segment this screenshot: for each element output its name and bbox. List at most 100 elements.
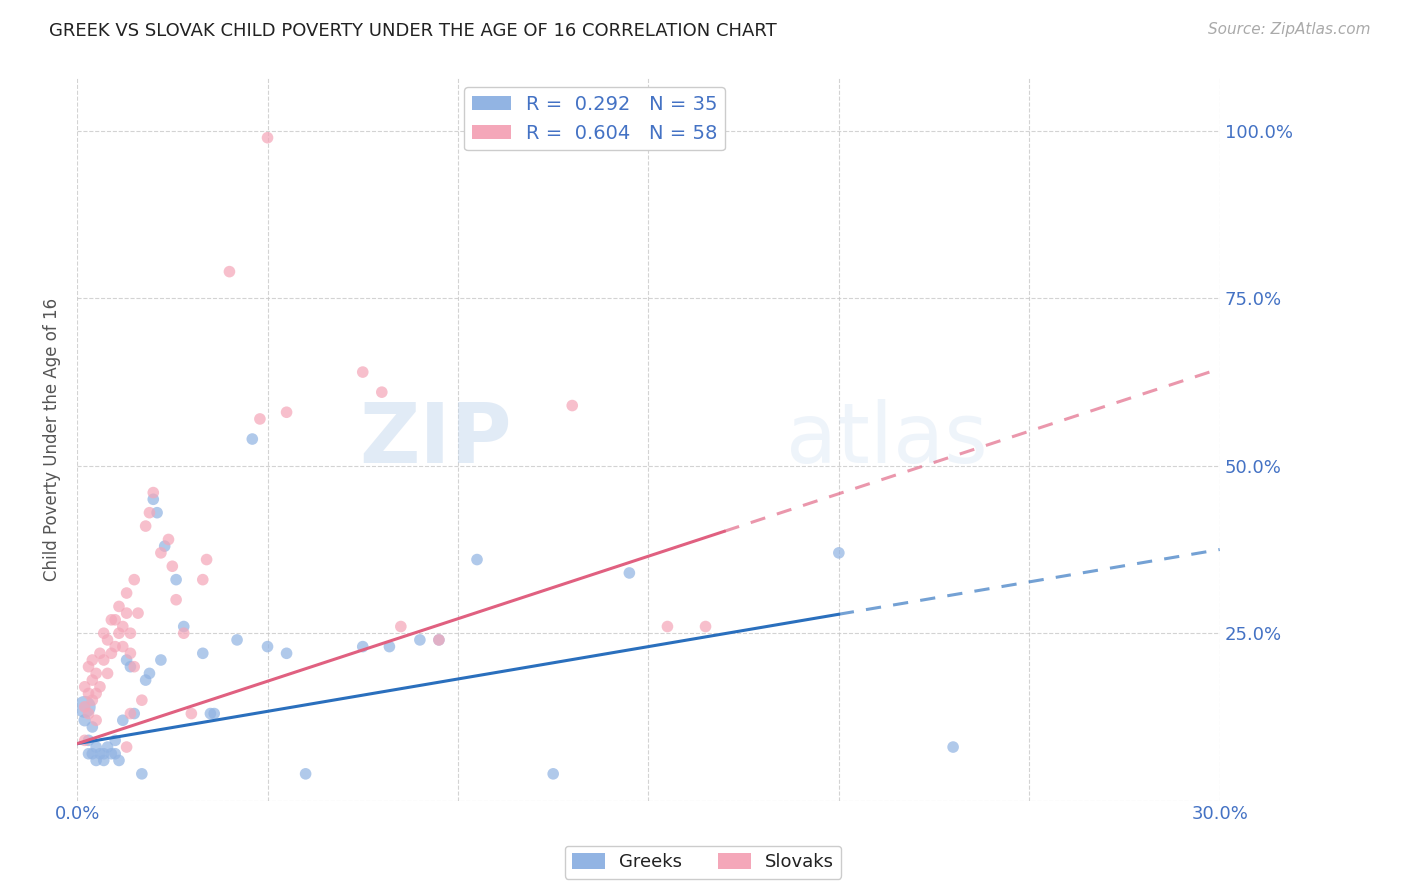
- Point: [131, 693, 153, 707]
- Point: [465, 552, 488, 566]
- Point: [73, 699, 96, 714]
- Point: [142, 485, 165, 500]
- Point: [138, 506, 160, 520]
- Point: [165, 573, 187, 587]
- Text: ZIP: ZIP: [359, 399, 512, 480]
- Point: [111, 619, 134, 633]
- Point: [371, 385, 394, 400]
- Point: [942, 740, 965, 755]
- Point: [149, 546, 172, 560]
- Point: [115, 606, 138, 620]
- Point: [142, 492, 165, 507]
- Point: [108, 626, 131, 640]
- Point: [77, 706, 100, 721]
- Point: [256, 640, 278, 654]
- Point: [165, 592, 187, 607]
- Point: [120, 626, 142, 640]
- Point: [131, 767, 153, 781]
- Text: GREEK VS SLOVAK CHILD POVERTY UNDER THE AGE OF 16 CORRELATION CHART: GREEK VS SLOVAK CHILD POVERTY UNDER THE …: [49, 22, 778, 40]
- Point: [104, 747, 127, 761]
- Point: [108, 599, 131, 614]
- Point: [115, 653, 138, 667]
- Point: [173, 626, 195, 640]
- Point: [240, 432, 263, 446]
- Point: [828, 546, 851, 560]
- Point: [93, 747, 115, 761]
- Y-axis label: Child Poverty Under the Age of 16: Child Poverty Under the Age of 16: [44, 297, 60, 581]
- Point: [695, 619, 717, 633]
- Point: [108, 754, 131, 768]
- Point: [89, 680, 111, 694]
- Point: [100, 646, 122, 660]
- Point: [104, 733, 127, 747]
- Point: [104, 613, 127, 627]
- Point: [120, 659, 142, 673]
- Point: [352, 640, 374, 654]
- Point: [352, 365, 374, 379]
- Point: [97, 740, 120, 755]
- Point: [111, 713, 134, 727]
- Point: [173, 619, 195, 633]
- Point: [276, 405, 298, 419]
- Point: [122, 573, 145, 587]
- Point: [93, 754, 115, 768]
- Point: [82, 747, 104, 761]
- Point: [77, 686, 100, 700]
- Point: [249, 412, 271, 426]
- Point: [93, 626, 115, 640]
- Point: [218, 265, 240, 279]
- Point: [77, 659, 100, 673]
- Point: [100, 613, 122, 627]
- Point: [89, 747, 111, 761]
- Point: [619, 566, 641, 580]
- Point: [73, 713, 96, 727]
- Point: [122, 706, 145, 721]
- Point: [89, 646, 111, 660]
- Point: [120, 646, 142, 660]
- Point: [146, 506, 169, 520]
- Point: [93, 653, 115, 667]
- Point: [427, 632, 450, 647]
- Point: [135, 673, 157, 687]
- Point: [153, 539, 176, 553]
- Point: [73, 733, 96, 747]
- Point: [389, 619, 412, 633]
- Point: [127, 606, 149, 620]
- Point: [427, 632, 450, 647]
- Point: [84, 686, 107, 700]
- Point: [226, 632, 249, 647]
- Point: [97, 666, 120, 681]
- Point: [120, 706, 142, 721]
- Point: [157, 533, 180, 547]
- Point: [276, 646, 298, 660]
- Point: [84, 713, 107, 727]
- Text: Source: ZipAtlas.com: Source: ZipAtlas.com: [1208, 22, 1371, 37]
- Point: [82, 653, 104, 667]
- Point: [256, 130, 278, 145]
- Point: [202, 706, 225, 721]
- Point: [541, 767, 564, 781]
- Point: [73, 699, 96, 714]
- Point: [378, 640, 401, 654]
- Point: [115, 740, 138, 755]
- Point: [657, 619, 679, 633]
- Point: [77, 747, 100, 761]
- Point: [82, 673, 104, 687]
- Legend: Greeks, Slovaks: Greeks, Slovaks: [565, 846, 841, 879]
- Point: [77, 733, 100, 747]
- Point: [138, 666, 160, 681]
- Point: [104, 640, 127, 654]
- Point: [82, 720, 104, 734]
- Point: [84, 754, 107, 768]
- Point: [97, 632, 120, 647]
- Point: [84, 666, 107, 681]
- Point: [409, 632, 432, 647]
- Point: [135, 519, 157, 533]
- Point: [195, 552, 218, 566]
- Point: [122, 659, 145, 673]
- Point: [100, 747, 122, 761]
- Point: [191, 646, 214, 660]
- Point: [200, 706, 222, 721]
- Point: [162, 559, 184, 574]
- Point: [294, 767, 316, 781]
